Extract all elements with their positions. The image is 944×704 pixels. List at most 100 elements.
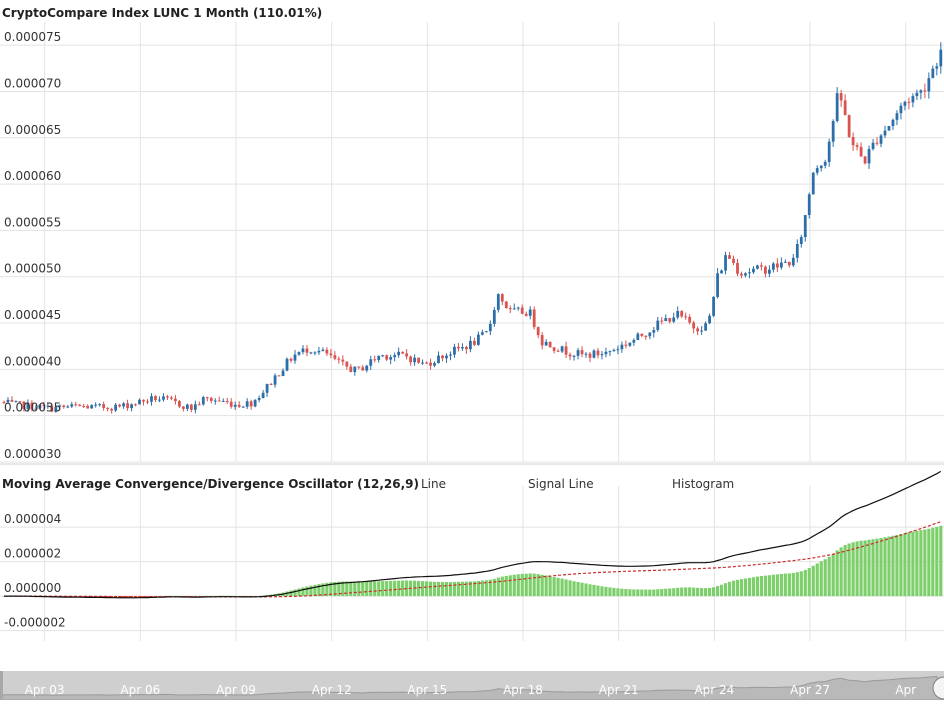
- candle[interactable]: [397, 347, 401, 358]
- candle[interactable]: [628, 342, 632, 347]
- candle[interactable]: [457, 342, 460, 352]
- candle[interactable]: [417, 357, 420, 364]
- candle[interactable]: [476, 331, 480, 346]
- candle[interactable]: [684, 312, 688, 320]
- candle[interactable]: [217, 396, 221, 402]
- candle[interactable]: [337, 356, 341, 364]
- candle[interactable]: [648, 331, 652, 340]
- candle[interactable]: [2, 400, 6, 405]
- candle[interactable]: [867, 145, 871, 169]
- candle[interactable]: [504, 300, 508, 309]
- candle[interactable]: [130, 403, 133, 412]
- candle[interactable]: [18, 400, 22, 404]
- candle[interactable]: [170, 395, 173, 401]
- candle[interactable]: [552, 347, 556, 354]
- navigator[interactable]: [0, 671, 944, 701]
- candle[interactable]: [66, 404, 70, 409]
- candle[interactable]: [313, 351, 317, 356]
- candle[interactable]: [205, 396, 209, 402]
- candle[interactable]: [213, 398, 217, 405]
- candle[interactable]: [919, 89, 923, 100]
- candle[interactable]: [193, 400, 197, 414]
- candle[interactable]: [265, 383, 269, 397]
- candle[interactable]: [297, 351, 301, 356]
- candle[interactable]: [764, 265, 767, 278]
- legend-signal-line[interactable]: Signal Line: [528, 477, 594, 491]
- candle[interactable]: [532, 306, 536, 330]
- candle[interactable]: [512, 303, 516, 310]
- candle[interactable]: [90, 404, 94, 409]
- candle[interactable]: [413, 354, 416, 366]
- candle[interactable]: [803, 215, 807, 242]
- candle[interactable]: [779, 257, 783, 270]
- candle[interactable]: [281, 368, 285, 377]
- candle[interactable]: [162, 393, 165, 402]
- candle[interactable]: [520, 304, 524, 315]
- candle[interactable]: [488, 320, 492, 336]
- candle[interactable]: [106, 407, 110, 412]
- navigator-handle-knob[interactable]: [932, 676, 944, 700]
- candle[interactable]: [688, 314, 692, 325]
- candle[interactable]: [241, 405, 245, 408]
- candle[interactable]: [261, 390, 265, 399]
- candle[interactable]: [445, 353, 448, 363]
- candle[interactable]: [126, 399, 129, 411]
- candle[interactable]: [871, 139, 875, 151]
- candle[interactable]: [249, 399, 253, 410]
- candle[interactable]: [716, 268, 719, 299]
- candle[interactable]: [564, 341, 568, 359]
- candle[interactable]: [508, 305, 512, 314]
- candle[interactable]: [799, 234, 803, 248]
- candle[interactable]: [811, 171, 815, 195]
- candle[interactable]: [62, 404, 66, 409]
- candle[interactable]: [660, 317, 664, 325]
- candle[interactable]: [114, 402, 118, 412]
- candle[interactable]: [50, 404, 54, 413]
- candle[interactable]: [138, 398, 141, 405]
- candle[interactable]: [500, 293, 504, 306]
- candle[interactable]: [14, 400, 18, 403]
- candle[interactable]: [907, 97, 911, 110]
- candle[interactable]: [771, 262, 775, 273]
- candle[interactable]: [54, 405, 58, 413]
- candle[interactable]: [540, 332, 544, 350]
- candle[interactable]: [253, 399, 257, 408]
- candle[interactable]: [644, 335, 648, 340]
- candle[interactable]: [341, 355, 345, 366]
- candle[interactable]: [596, 347, 600, 359]
- candle[interactable]: [425, 361, 428, 364]
- candle[interactable]: [365, 364, 369, 373]
- candle[interactable]: [409, 355, 413, 366]
- price-candles[interactable]: [2, 42, 943, 414]
- candle[interactable]: [289, 357, 293, 363]
- candle[interactable]: [831, 119, 835, 147]
- candle[interactable]: [70, 401, 74, 408]
- candle[interactable]: [544, 339, 548, 347]
- candle[interactable]: [269, 382, 273, 386]
- candle[interactable]: [273, 373, 277, 388]
- candle[interactable]: [421, 359, 424, 365]
- candle[interactable]: [26, 399, 30, 412]
- candle[interactable]: [22, 401, 26, 412]
- candle[interactable]: [361, 365, 365, 371]
- candle[interactable]: [859, 142, 863, 157]
- candle[interactable]: [760, 262, 763, 271]
- candle[interactable]: [484, 330, 488, 333]
- candle[interactable]: [293, 350, 297, 364]
- candle[interactable]: [807, 192, 811, 219]
- candle[interactable]: [592, 349, 596, 359]
- candle[interactable]: [923, 83, 927, 99]
- candle[interactable]: [6, 397, 10, 405]
- candle[interactable]: [177, 400, 181, 408]
- candle[interactable]: [10, 396, 14, 402]
- candle[interactable]: [118, 403, 121, 408]
- macd-histogram[interactable]: [2, 525, 943, 598]
- candle[interactable]: [728, 251, 731, 260]
- candle[interactable]: [86, 404, 90, 409]
- candle[interactable]: [863, 156, 867, 165]
- candle[interactable]: [166, 394, 169, 400]
- candle[interactable]: [449, 351, 452, 361]
- candle[interactable]: [472, 337, 476, 347]
- candle[interactable]: [146, 399, 149, 405]
- candle[interactable]: [42, 401, 46, 410]
